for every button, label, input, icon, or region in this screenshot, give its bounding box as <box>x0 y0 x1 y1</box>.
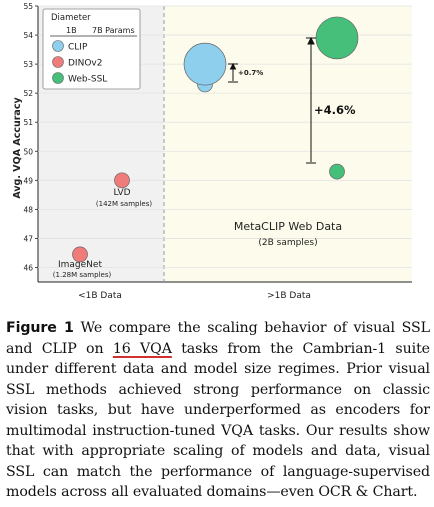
y-axis-label: Avg. VQA Accuracy <box>12 97 23 199</box>
legend-swatch-webssl <box>52 72 64 84</box>
y-tick-label: 49 <box>23 176 33 185</box>
data-points <box>72 16 359 263</box>
legend-size-large: 7B Params <box>92 26 135 35</box>
legend: Diameter 1B 7B Params CLIP DINOv2 Web-SS… <box>42 8 141 90</box>
x-category-large: >1B Data <box>267 291 311 301</box>
metaclip-label: MetaCLIP Web Data <box>234 220 342 233</box>
legend-entry-webssl: Web-SSL <box>68 75 107 85</box>
web-ssl-point <box>315 16 359 60</box>
y-tick-label: 54 <box>23 31 33 40</box>
legend-entry-dinov2: DINOv2 <box>68 59 102 69</box>
clip-point <box>183 42 227 86</box>
web-ssl-point <box>329 163 345 180</box>
x-category-small: <1B Data <box>78 291 122 301</box>
big-gain-arrow <box>306 36 316 164</box>
scaling-chart: 55 54 53 52 51 50 49 48 47 46 Avg. VQA Accuracy <… <box>12 2 412 301</box>
figure-caption: Figure 1 We compare the scaling behavior… <box>6 318 430 503</box>
caption-text-before: We compare the scaling behavior of visua… <box>6 320 430 357</box>
legend-entry-clip: CLIP <box>68 43 88 53</box>
legend-swatch-dinov2 <box>52 56 64 68</box>
y-tick-label: 46 <box>23 263 33 272</box>
caption-highlight: 16 VQA <box>112 340 172 357</box>
figure-label: Figure 1 <box>6 320 74 336</box>
y-tick-label: 53 <box>23 60 33 69</box>
imagenet-sub-label: (1.28M samples) <box>53 271 112 279</box>
legend-title: Diameter <box>51 13 91 23</box>
legend-box <box>42 8 141 90</box>
dinov2-point <box>114 172 130 189</box>
y-tick-label: 47 <box>23 234 33 243</box>
y-tick-label: 48 <box>23 205 33 214</box>
metaclip-sub-label: (2B samples) <box>258 238 317 248</box>
small-gain-label: +0.7% <box>238 69 263 77</box>
imagenet-label: ImageNet <box>58 260 102 270</box>
lvd-sub-label: (142M samples) <box>96 200 152 208</box>
y-tick-label: 52 <box>23 89 33 98</box>
dinov2-point <box>72 246 88 263</box>
y-tick-label: 51 <box>23 118 33 127</box>
legend-swatch-clip <box>52 40 64 52</box>
small-gain-arrow <box>228 62 238 83</box>
y-tick-label: 55 <box>23 2 33 11</box>
big-gain-label: +4.6% <box>314 103 356 117</box>
y-ticks: 55 54 53 52 51 50 49 48 47 46 <box>23 2 38 272</box>
lvd-label: LVD <box>113 188 130 198</box>
caption-text-after: tasks from the Cambrian-1 suite under di… <box>6 340 430 501</box>
y-tick-label: 50 <box>23 147 33 156</box>
legend-size-small: 1B <box>66 26 77 35</box>
